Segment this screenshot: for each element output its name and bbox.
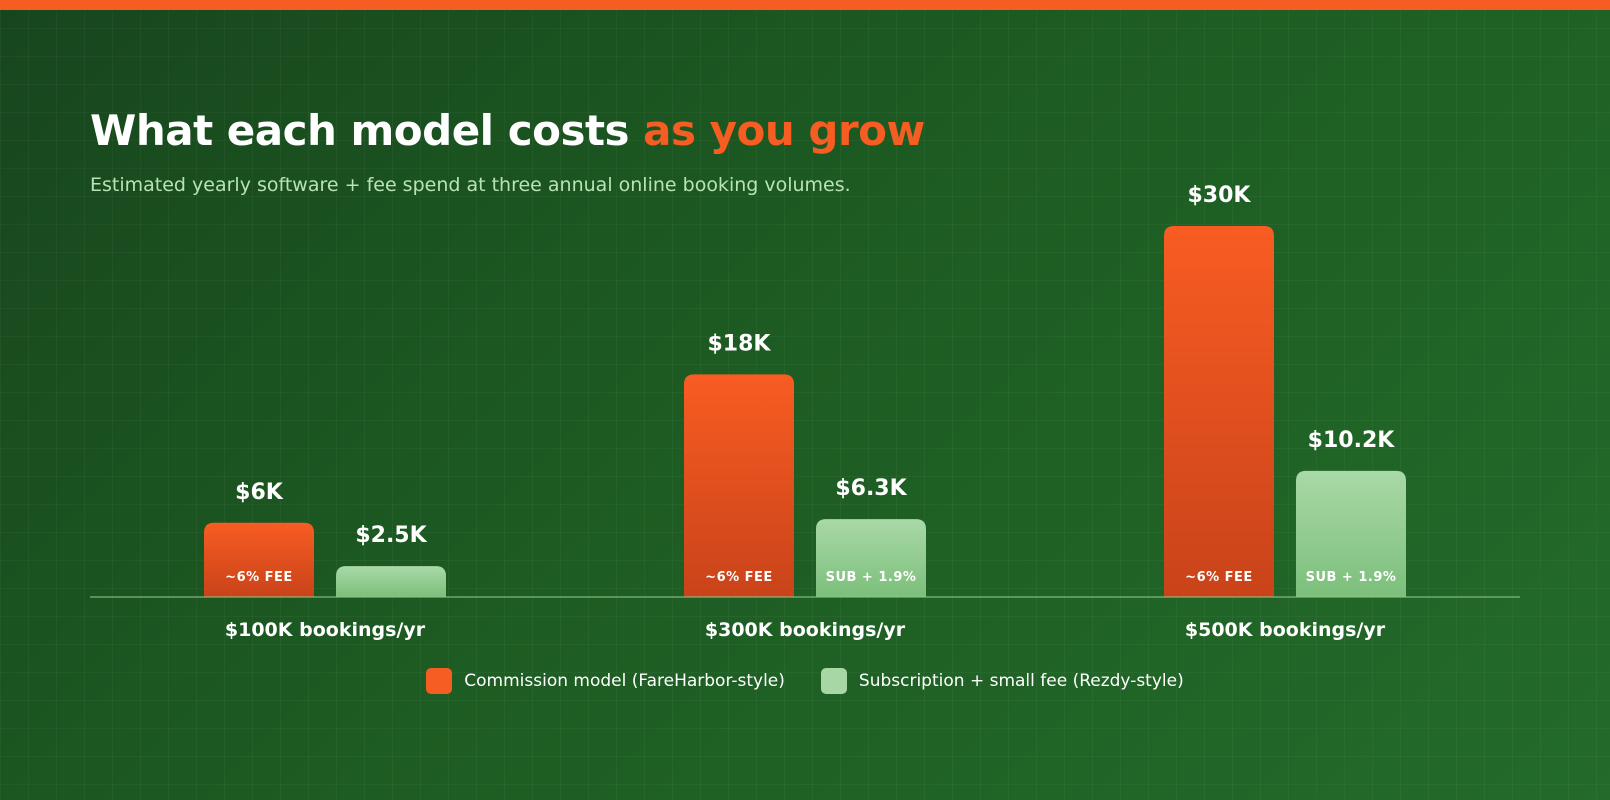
bar-tag-subscription-2: SUB + 1.9% bbox=[1306, 570, 1397, 585]
bar-commission-2 bbox=[1164, 226, 1274, 597]
legend-swatch-commission bbox=[426, 668, 453, 694]
value-label-subscription-2: $10.2K bbox=[1308, 428, 1396, 453]
legend: Commission model (FareHarbor-style) Subs… bbox=[0, 668, 1610, 694]
category-labels: $100K bookings/yr $300K bookings/yr $500K … bbox=[225, 619, 1386, 641]
bar-tag-subscription-1: SUB + 1.9% bbox=[826, 570, 917, 585]
bar-tag-commission-0: ~6% FEE bbox=[225, 570, 293, 585]
category-label-1: $300K bookings/yr bbox=[705, 619, 906, 641]
top-accent-bar bbox=[0, 0, 1610, 10]
bar-subscription-0 bbox=[336, 566, 446, 597]
title-accent: as you grow bbox=[643, 106, 925, 155]
bar-tag-commission-1: ~6% FEE bbox=[705, 570, 773, 585]
legend-swatch-subscription bbox=[820, 668, 847, 694]
category-label-2: $500K bookings/yr bbox=[1185, 619, 1386, 641]
legend-label-subscription: Subscription + small fee (Rezdy-style) bbox=[858, 671, 1184, 691]
value-label-commission-2: $30K bbox=[1188, 183, 1252, 208]
bar-subscription-2 bbox=[1296, 470, 1406, 597]
page-title: What each model costs as you grow bbox=[90, 106, 925, 155]
bar-commission-0 bbox=[204, 522, 314, 597]
value-label-commission-1: $18K bbox=[708, 331, 772, 356]
category-label-0: $100K bookings/yr bbox=[225, 619, 426, 641]
bar-tag-commission-2: ~6% FEE bbox=[1185, 570, 1253, 585]
legend-label-commission: Commission model (FareHarbor-style) bbox=[464, 671, 785, 691]
value-label-subscription-1: $6.3K bbox=[835, 476, 907, 501]
legend-item-commission: Commission model (FareHarbor-style) bbox=[426, 668, 785, 694]
bar-subscription-1 bbox=[816, 519, 926, 597]
bar-commission-1 bbox=[684, 374, 794, 597]
legend-item-subscription: Subscription + small fee (Rezdy-style) bbox=[820, 668, 1184, 694]
bar-group: $6K ~6% FEE $2.5K $18K ~6% FEE $6.3K SUB + 1.9… bbox=[204, 183, 1406, 597]
page-subtitle: Estimated yearly software + fee spend at… bbox=[90, 174, 851, 196]
value-label-subscription-0: $2.5K bbox=[355, 523, 427, 548]
value-label-commission-0: $6K bbox=[235, 480, 284, 505]
title-main: What each model costs bbox=[90, 106, 630, 155]
